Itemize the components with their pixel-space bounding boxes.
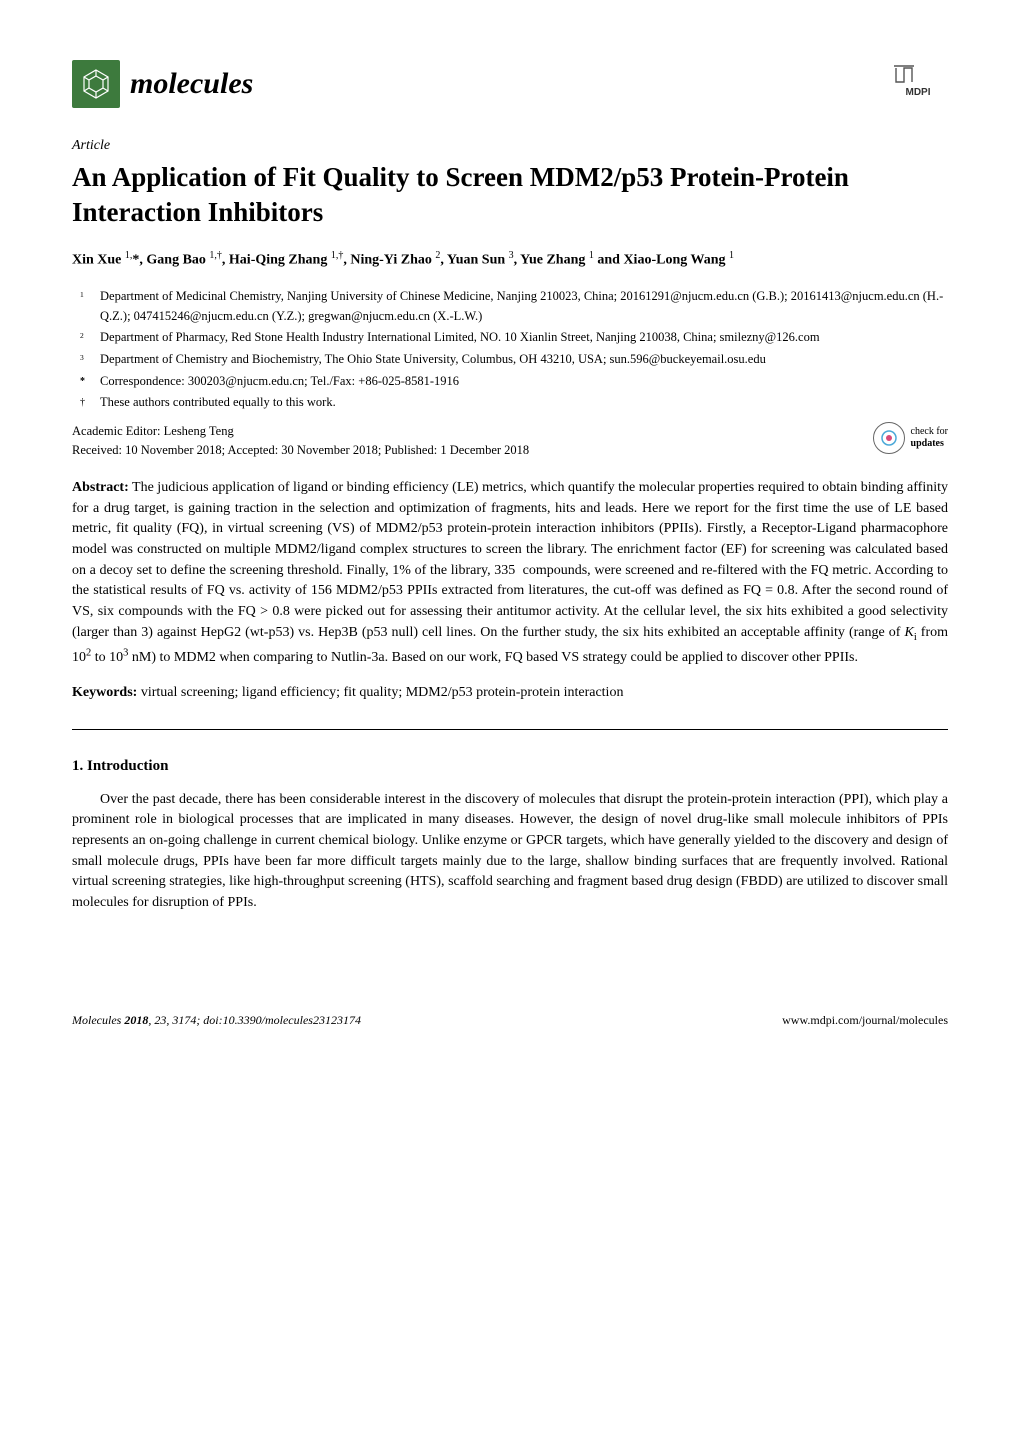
affiliation-item: 3 Department of Chemistry and Biochemist…	[100, 350, 948, 370]
academic-editor: Academic Editor: Lesheng Teng	[72, 422, 529, 441]
keywords-label: Keywords:	[72, 685, 137, 700]
affiliation-text: These authors contributed equally to thi…	[100, 393, 948, 412]
molecules-logo-icon	[72, 60, 120, 108]
dates-line: Received: 10 November 2018; Accepted: 30…	[72, 441, 529, 460]
footer-url: www.mdpi.com/journal/molecules	[782, 1012, 948, 1029]
affiliation-item: † These authors contributed equally to t…	[100, 393, 948, 412]
affiliation-num: 2	[80, 328, 100, 348]
footer-citation: Molecules 2018, 23, 3174; doi:10.3390/mo…	[72, 1012, 361, 1029]
updates-circle-icon	[873, 422, 905, 454]
header: molecules MDPI	[72, 60, 948, 108]
svg-text:MDPI: MDPI	[906, 87, 931, 98]
affiliation-item: 2 Department of Pharmacy, Red Stone Heal…	[100, 328, 948, 348]
abstract: Abstract: The judicious application of l…	[72, 478, 948, 669]
check-updates-badge[interactable]: check for updates	[873, 422, 948, 454]
section-divider	[72, 729, 948, 730]
section-heading: 1. Introduction	[72, 756, 948, 778]
keywords-text: virtual screening; ligand efficiency; fi…	[141, 685, 624, 700]
affiliation-text: Department of Medicinal Chemistry, Nanji…	[100, 287, 948, 326]
affiliation-num: *	[80, 372, 100, 391]
editor-row: Academic Editor: Lesheng Teng Received: …	[72, 422, 948, 460]
affiliation-text: Department of Pharmacy, Red Stone Health…	[100, 328, 948, 348]
updates-text: check for updates	[911, 426, 948, 450]
abstract-text: The judicious application of ligand or b…	[72, 480, 948, 665]
affiliation-text: Department of Chemistry and Biochemistry…	[100, 350, 948, 370]
affiliation-num: †	[80, 393, 100, 412]
journal-name: molecules	[130, 62, 253, 106]
affiliation-num: 1	[80, 287, 100, 326]
body-paragraph: Over the past decade, there has been con…	[72, 790, 948, 914]
affiliation-item: 1 Department of Medicinal Chemistry, Nan…	[100, 287, 948, 326]
authors-line: Xin Xue 1,*, Gang Bao 1,†, Hai-Qing Zhan…	[72, 248, 948, 271]
editor-info: Academic Editor: Lesheng Teng Received: …	[72, 422, 529, 460]
mdpi-logo: MDPI	[888, 60, 948, 100]
affiliation-num: 3	[80, 350, 100, 370]
affiliation-text: Correspondence: 300203@njucm.edu.cn; Tel…	[100, 372, 948, 391]
affiliation-item: * Correspondence: 300203@njucm.edu.cn; T…	[100, 372, 948, 391]
journal-logo-block: molecules	[72, 60, 253, 108]
keywords: Keywords: virtual screening; ligand effi…	[72, 683, 948, 703]
footer: Molecules 2018, 23, 3174; doi:10.3390/mo…	[72, 1004, 948, 1029]
abstract-label: Abstract:	[72, 480, 129, 495]
affiliations-block: 1 Department of Medicinal Chemistry, Nan…	[72, 287, 948, 412]
article-type: Article	[72, 136, 948, 156]
article-title: An Application of Fit Quality to Screen …	[72, 160, 948, 230]
